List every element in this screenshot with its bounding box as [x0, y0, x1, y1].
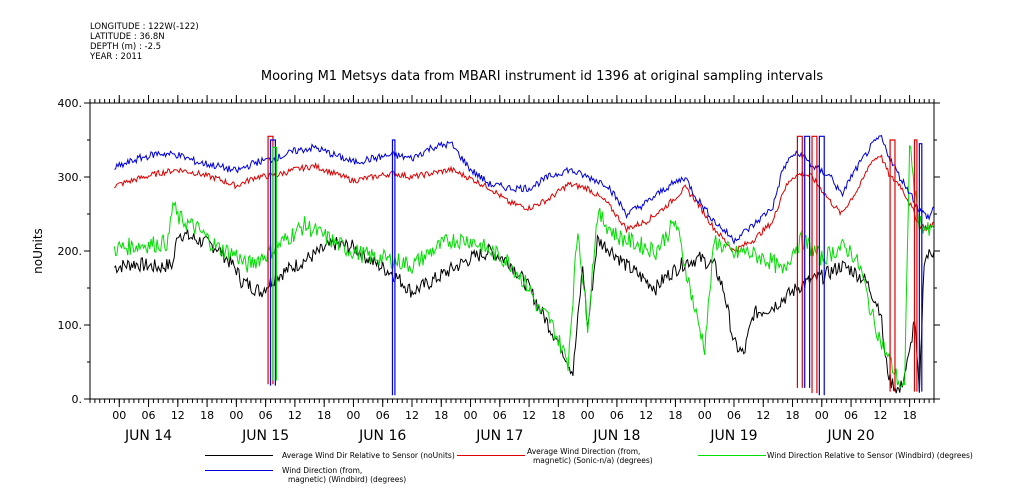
x-hour-label: 18	[668, 409, 682, 422]
x-hour-label: 06	[610, 409, 624, 422]
legend-label: Wind Direction (from, magnetic) (Windbird…	[282, 466, 406, 484]
x-hour-label: 12	[756, 409, 770, 422]
x-hour-label: 00	[346, 409, 360, 422]
x-hour-label: 00	[698, 409, 712, 422]
x-hour-label: 12	[405, 409, 419, 422]
series-spike	[913, 139, 918, 392]
legend-swatch	[698, 455, 766, 456]
x-hour-label: 06	[259, 409, 273, 422]
series-spike	[272, 146, 277, 381]
x-hour-label: 00	[229, 409, 243, 422]
y-tick-label: 200.	[58, 245, 83, 258]
y-tick-label: 300.	[58, 171, 83, 184]
legend-label-line: Wind Direction (from,	[282, 466, 363, 475]
y-tick-label: 100.	[58, 319, 83, 332]
series-line-3	[113, 145, 935, 389]
legend-swatch	[205, 455, 273, 456]
x-hour-label: 06	[844, 409, 858, 422]
x-hour-label: 18	[903, 409, 917, 422]
legend-swatch	[205, 470, 273, 471]
legend-label-line: magnetic) (Sonic-n/a) (degrees)	[533, 456, 653, 465]
x-hour-label: 00	[464, 409, 478, 422]
x-day-label: JUN 14	[124, 428, 172, 444]
x-day-label: JUN 17	[475, 428, 523, 444]
depth-text: DEPTH (m) : -2.5	[90, 42, 162, 52]
x-day-label: JUN 20	[827, 428, 875, 444]
x-day-label: JUN 16	[358, 428, 406, 444]
legend-label: Average Wind Direction (from, magnetic) (…	[527, 447, 653, 465]
series-spike	[918, 143, 923, 392]
x-hour-label: 06	[142, 409, 156, 422]
x-hour-label: 12	[288, 409, 302, 422]
series-line-4	[114, 134, 935, 245]
x-hour-label: 00	[815, 409, 829, 422]
metadata-block: LONGITUDE : 122W(-122) LATITUDE : 36.8N …	[90, 22, 199, 62]
x-hour-label: 12	[639, 409, 653, 422]
legend-label: Wind Direction Relative to Sensor (Windb…	[767, 451, 973, 460]
legend-label-line: magnetic) (Windbird) (degrees)	[288, 475, 407, 484]
x-hour-label: 06	[727, 409, 741, 422]
x-day-label: JUN 19	[709, 428, 757, 444]
x-hour-label: 06	[376, 409, 390, 422]
legend-label: Average Wind Dir Relative to Sensor (noU…	[282, 451, 455, 460]
legend-label-line: Average Wind Direction (from,	[527, 447, 641, 456]
x-hour-label: 12	[873, 409, 887, 422]
x-hour-label: 18	[551, 409, 565, 422]
series-spike	[391, 139, 396, 396]
x-hour-label: 18	[786, 409, 800, 422]
x-day-label: JUN 18	[592, 428, 640, 444]
series-spike	[811, 135, 818, 394]
series-spike	[796, 135, 803, 388]
latitude-text: LATITUDE : 36.8N	[90, 32, 165, 42]
legend-label-line: Average Wind Dir Relative to Sensor (noU…	[282, 451, 455, 460]
x-hour-label: 18	[317, 409, 331, 422]
x-day-label: JUN 15	[241, 428, 289, 444]
x-hour-label: 12	[171, 409, 185, 422]
x-hour-label: 18	[434, 409, 448, 422]
series-spike	[269, 139, 276, 386]
chart-title: Mooring M1 Metsys data from MBARI instru…	[261, 69, 823, 84]
series-spike	[889, 139, 896, 392]
y-tick-label: 400.	[58, 97, 83, 110]
x-hour-label: 18	[200, 409, 214, 422]
x-hour-label: 00	[581, 409, 595, 422]
y-axis-label: noUnits	[31, 228, 45, 274]
x-hour-label: 12	[522, 409, 536, 422]
legend-swatch	[457, 455, 525, 456]
series-spike	[804, 135, 811, 388]
series-line-2	[114, 154, 935, 253]
series-spike	[818, 135, 825, 396]
legend-label-line: Wind Direction Relative to Sensor (Windb…	[767, 451, 973, 460]
year-text: YEAR : 2011	[90, 52, 143, 62]
x-hour-label: 06	[493, 409, 507, 422]
y-tick-label: 0.	[72, 393, 83, 406]
longitude-text: LONGITUDE : 122W(-122)	[90, 22, 199, 32]
x-hour-label: 00	[112, 409, 126, 422]
